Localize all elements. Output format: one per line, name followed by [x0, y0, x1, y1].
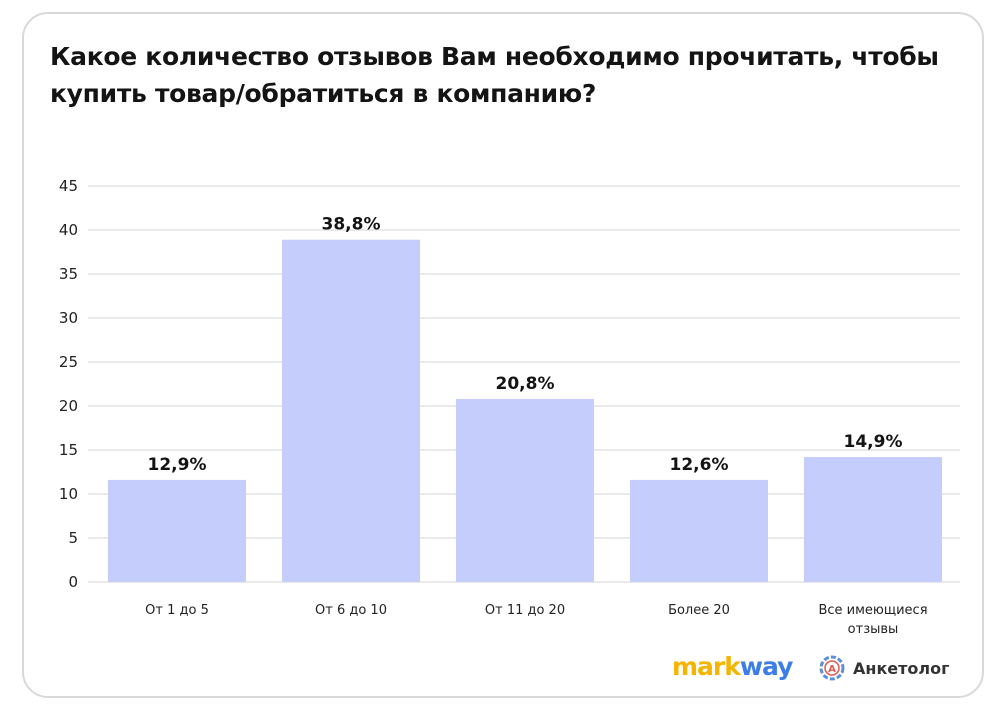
- y-tick-label: 20: [59, 397, 78, 415]
- x-category-label: Более 20: [668, 603, 730, 618]
- anketolog-name: Анкетолог: [853, 658, 950, 678]
- bars: [108, 239, 942, 582]
- bar: [630, 479, 768, 582]
- x-category-label: От 1 до 5: [145, 603, 209, 618]
- markway-logo: markway: [672, 652, 793, 682]
- x-axis-categories: От 1 до 5 От 6 до 10 От 11 до 20 Более 20 Вс…: [145, 603, 927, 637]
- data-label: 38,8%: [322, 215, 381, 235]
- anketolog-icon: A: [819, 655, 845, 681]
- x-category-label: От 6 до 10: [315, 603, 387, 618]
- markway-logo-part2: way: [739, 652, 793, 681]
- y-tick-label: 25: [59, 353, 78, 371]
- y-tick-label: 0: [68, 573, 78, 591]
- data-labels: 12,9% 38,8% 20,8% 12,6% 14,9%: [148, 215, 903, 475]
- y-tick-label: 10: [59, 485, 78, 503]
- bar: [804, 457, 942, 582]
- y-tick-label: 35: [59, 265, 78, 283]
- x-category-label: отзывы: [848, 622, 899, 637]
- chart-title: Какое количество отзывов Вам необходимо …: [50, 42, 939, 108]
- y-tick-label: 5: [68, 529, 78, 547]
- y-tick-label: 15: [59, 441, 78, 459]
- y-axis-ticks: 0 5 10 15 20 25 30 35 40 45: [59, 177, 78, 591]
- y-tick-label: 45: [59, 177, 78, 195]
- anketolog-logo: A Анкетолог: [818, 653, 949, 683]
- x-category-label: От 11 до 20: [485, 603, 565, 618]
- y-tick-label: 40: [59, 221, 78, 239]
- data-label: 12,6%: [670, 455, 729, 475]
- bar: [456, 398, 594, 582]
- data-label: 14,9%: [844, 432, 903, 452]
- anketolog-icon-letter: A: [828, 664, 836, 675]
- data-label: 12,9%: [148, 455, 207, 475]
- markway-logo-part1: mark: [672, 652, 741, 681]
- x-category-label: Все имеющиеся: [818, 603, 927, 618]
- bar: [282, 239, 420, 582]
- bar: [108, 479, 246, 582]
- data-label: 20,8%: [496, 374, 555, 394]
- y-tick-label: 30: [59, 309, 78, 327]
- chart-card: [22, 12, 984, 698]
